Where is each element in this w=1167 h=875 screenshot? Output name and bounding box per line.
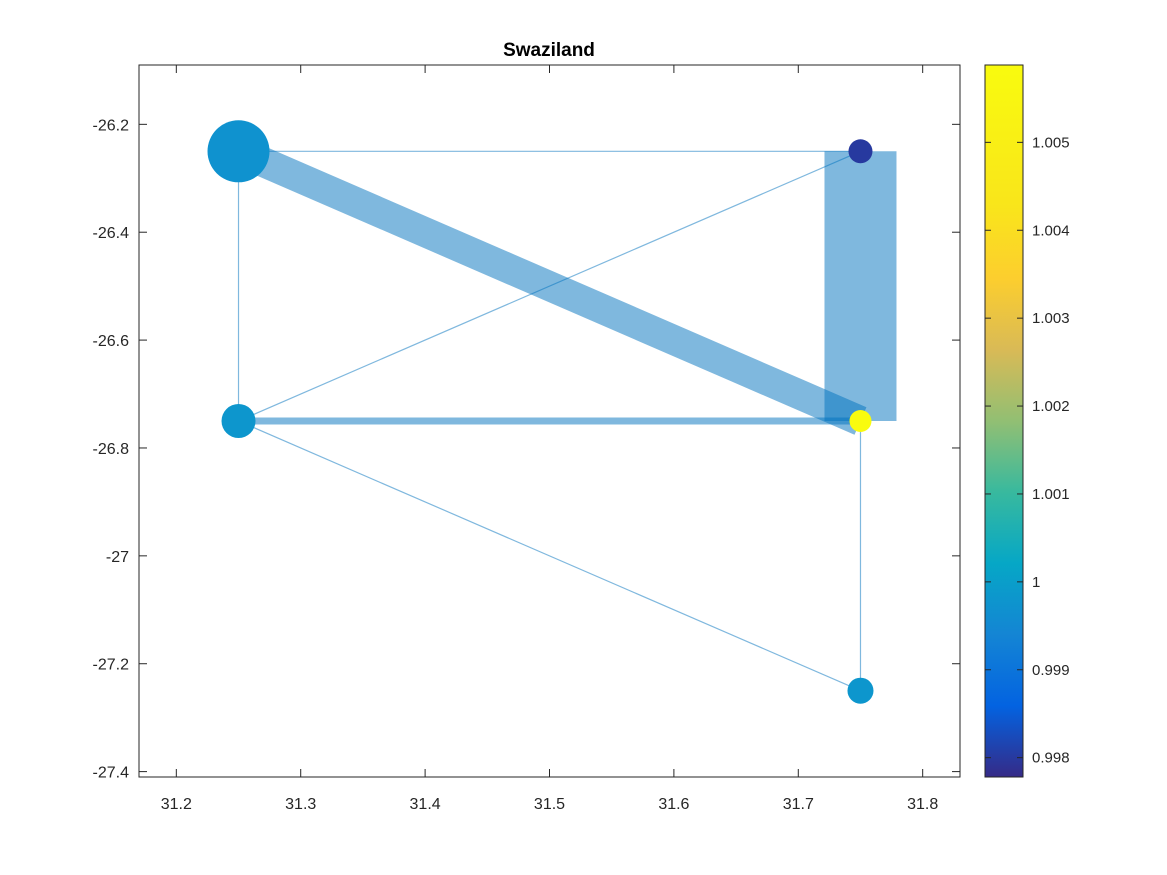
colorbar-tick-label: 1.002 <box>1032 398 1070 415</box>
x-tick-label: 31.8 <box>907 796 938 813</box>
colorbar-axis: 0.998 0.999 1 1.001 1.002 1.003 1.004 1.005 <box>985 134 1070 767</box>
node-D <box>849 410 872 432</box>
nodes-layer <box>207 120 874 704</box>
x-tick-label: 31.4 <box>410 796 441 813</box>
y-axis: -26.2 -26.4 -26.6 -26.8 -27 -27.2 -27.4 <box>93 117 960 782</box>
y-tick-label: -26.6 <box>93 333 130 350</box>
colorbar-tick-label: 1 <box>1032 574 1040 591</box>
chart-title: Swaziland <box>503 40 595 61</box>
node-B <box>848 139 873 164</box>
colorbar <box>984 64 1024 778</box>
edges-layer <box>232 137 897 692</box>
node-E <box>847 677 874 704</box>
colorbar-tick-label: 1.004 <box>1032 222 1070 239</box>
y-tick-label: -26.2 <box>93 117 130 134</box>
colorbar-tick-label: 0.998 <box>1032 750 1070 767</box>
edge-C-B <box>238 150 861 422</box>
x-axis: 31.2 31.3 31.4 31.5 31.6 31.7 31.8 <box>161 65 938 813</box>
y-tick-label: -27 <box>106 549 129 566</box>
y-tick-label: -27.4 <box>93 765 130 782</box>
colorbar-tick-label: 1.003 <box>1032 310 1070 327</box>
edge-C-E <box>238 420 861 692</box>
y-tick-label: -27.2 <box>93 657 130 674</box>
x-tick-label: 31.5 <box>534 796 565 813</box>
colorbar-tick-label: 1.001 <box>1032 486 1070 503</box>
x-tick-label: 31.6 <box>658 796 689 813</box>
x-tick-label: 31.3 <box>285 796 316 813</box>
colorbar-tick-label: 1.005 <box>1032 134 1070 151</box>
node-C <box>221 404 256 438</box>
x-tick-label: 31.7 <box>783 796 814 813</box>
colorbar-tick-label: 0.999 <box>1032 662 1070 679</box>
y-tick-label: -26.4 <box>93 225 130 242</box>
y-tick-label: -26.8 <box>93 441 130 458</box>
x-tick-label: 31.2 <box>161 796 192 813</box>
node-A <box>207 120 270 183</box>
